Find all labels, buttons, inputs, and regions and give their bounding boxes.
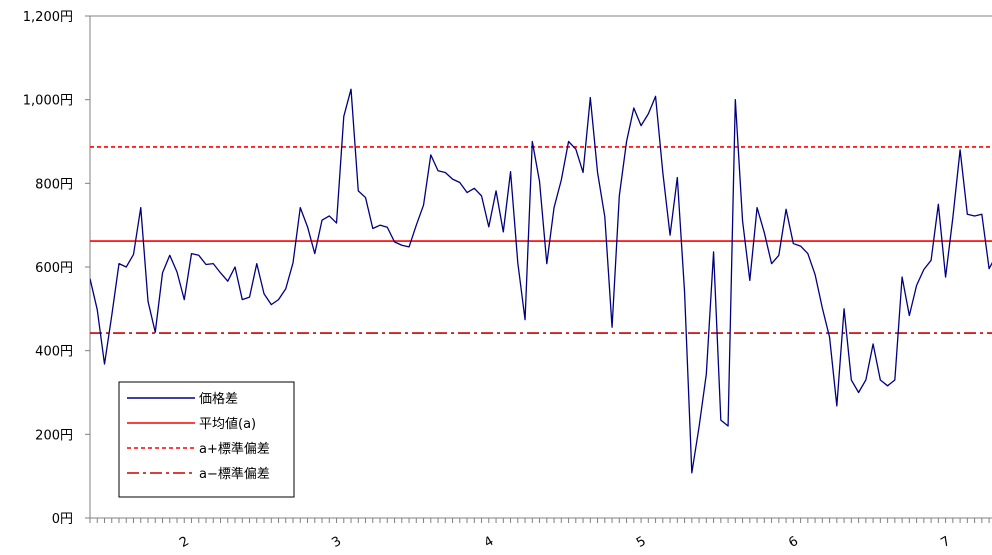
x-month-label: 2 [177,534,192,551]
x-month-label: 7 [939,534,954,551]
x-month-label: 3 [329,534,344,551]
legend-label-2: 平均値(a) [199,416,256,432]
legend-box [118,381,295,498]
series-layer [90,88,992,474]
y-tick-label: 400円 [35,345,73,360]
y-tick-label: 1,200円 [23,10,73,25]
series-line-price-difference [90,88,992,474]
y-tick-label: 600円 [35,261,73,276]
x-month-label: 5 [634,534,649,551]
x-axis: 2 3 4 5 6 7 [89,518,990,551]
legend-label-3: a+標準偏差 [199,441,270,457]
y-tick-label: 1,000円 [23,94,73,109]
x-month-label: 4 [482,534,497,551]
y-tick-label: 800円 [35,177,73,192]
y-axis: 0円 200円 400円 600円 800円 1,000円 1,200円 [23,10,90,527]
y-tick-label: 0円 [52,512,73,527]
legend-label-4: a−標準偏差 [199,466,270,482]
x-month-label: 6 [786,534,801,551]
legend-label-1: 価格差 [199,391,238,407]
y-tick-label: 200円 [35,428,73,443]
